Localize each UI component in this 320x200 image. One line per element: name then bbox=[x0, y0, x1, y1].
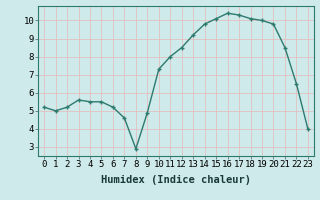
X-axis label: Humidex (Indice chaleur): Humidex (Indice chaleur) bbox=[101, 175, 251, 185]
